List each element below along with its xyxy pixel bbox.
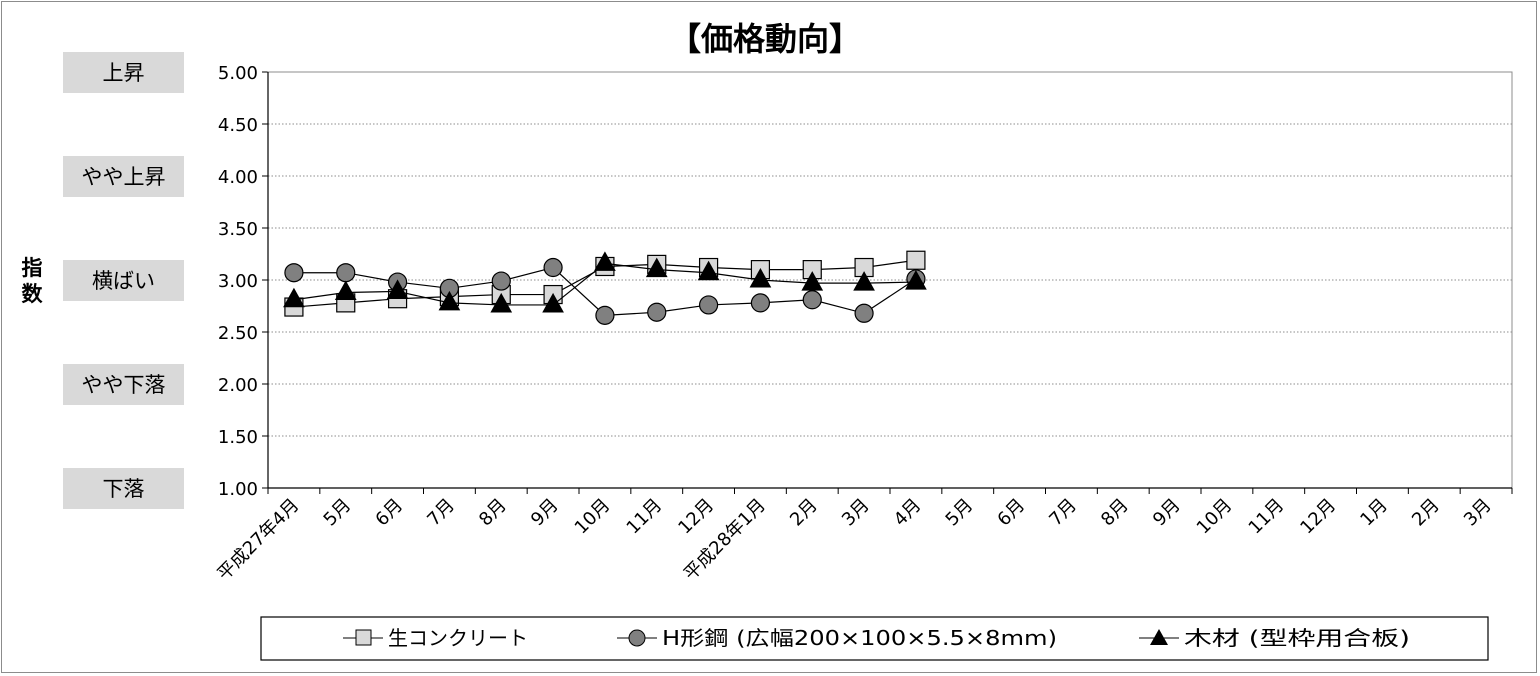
- x-tick-label: 8月: [475, 495, 511, 531]
- legend-label-timber: 木材 (型枠用合板): [1184, 626, 1410, 650]
- legend-marker-square: [355, 629, 372, 646]
- x-tick-label: 2月: [1408, 495, 1444, 531]
- data-point-triangle: [645, 257, 668, 278]
- y-tick-label: 3.00: [218, 271, 258, 292]
- axes: [267, 71, 1513, 494]
- x-tick-label: 8月: [1097, 495, 1133, 531]
- y-tick-label: 1.50: [218, 427, 258, 448]
- legend: 生コンクリート H形鋼 (広幅200×100×5.5×8mm) 木材 (型枠用合…: [260, 616, 1489, 661]
- data-point-triangle: [283, 287, 305, 308]
- legend-marker-circle: [628, 629, 646, 647]
- x-tick-label: 7月: [423, 495, 459, 531]
- data-point-square: [906, 250, 926, 270]
- level-label-box: [63, 468, 184, 509]
- chart-title: 【価格動向】: [669, 20, 861, 58]
- data-point-triangle: [697, 260, 720, 281]
- data-point-circle: [284, 263, 304, 283]
- y-axis-label-group: 指数: [22, 256, 44, 306]
- x-tick-label: 5月: [942, 495, 978, 531]
- data-point-circle: [491, 271, 511, 291]
- data-point-triangle: [594, 251, 616, 271]
- data-point-circle: [543, 257, 563, 278]
- y-axis-label-char: 数: [22, 282, 44, 306]
- level-label-box: [63, 52, 184, 93]
- x-tick-label: 3月: [1460, 495, 1496, 531]
- x-tick-label: 1月: [1356, 495, 1392, 531]
- legend-box: [260, 616, 1489, 661]
- y-axis-label-char: 指: [22, 256, 43, 280]
- data-point-circle: [595, 305, 615, 325]
- x-tick-label: 6月: [993, 495, 1029, 531]
- x-tick-label: 6月: [371, 495, 407, 531]
- x-tick-label: 5月: [320, 495, 356, 531]
- x-tick-label: 12月: [1296, 495, 1340, 539]
- x-tick-label: 4月: [890, 495, 926, 531]
- x-tick-label: 3月: [838, 495, 874, 531]
- data-point-triangle: [490, 292, 513, 313]
- level-label: 横ばい: [92, 269, 155, 293]
- y-tick-label: 2.50: [218, 323, 258, 344]
- level-label-box: [63, 260, 184, 301]
- y-tick-label: 5.00: [218, 63, 258, 84]
- data-point-triangle: [386, 279, 409, 299]
- data-point-triangle: [542, 292, 564, 313]
- data-point-triangle: [749, 267, 772, 288]
- level-label: 上昇: [103, 61, 145, 85]
- level-label: やや上昇: [82, 165, 166, 189]
- x-tick-label: 平成27年4月: [213, 495, 303, 585]
- data-point-triangle: [438, 290, 461, 311]
- chart-title-group: 【価格動向】: [669, 20, 861, 58]
- y-tick-labels: 1.00 1.50 2.00 2.50 3.00 3.50 4.00 4.50 5.00: [218, 63, 258, 500]
- level-label-box: [63, 364, 184, 405]
- data-point-circle: [336, 263, 356, 283]
- level-label: やや下落: [82, 373, 166, 397]
- x-tick-label: 10月: [1193, 495, 1237, 539]
- x-tick-label: 9月: [527, 495, 563, 531]
- data-point-circle: [647, 302, 667, 322]
- y-tick-label: 4.00: [218, 167, 258, 188]
- data-point-circle: [750, 293, 771, 313]
- level-label: 下落: [103, 477, 145, 501]
- data-point-triangle: [801, 271, 824, 291]
- x-tick-label: 7月: [1045, 495, 1081, 531]
- level-label-box: [63, 156, 184, 197]
- data-point-circle: [698, 295, 719, 315]
- series: [283, 250, 927, 325]
- legend-label-concrete: 生コンクリート: [388, 626, 528, 650]
- x-tick-label: 11月: [623, 495, 667, 539]
- y-tick-label: 3.50: [218, 219, 258, 240]
- legend-label-h-steel: H形鋼 (広幅200×100×5.5×8mm): [662, 626, 1057, 650]
- data-point-triangle: [853, 271, 875, 291]
- y-tick-label: 4.50: [218, 115, 258, 136]
- y-tick-label: 1.00: [218, 479, 258, 500]
- x-tick-label: 2月: [786, 495, 822, 531]
- y-tick-label: 2.00: [218, 375, 258, 396]
- data-point-triangle: [905, 270, 927, 290]
- x-tick-label: 9月: [1149, 495, 1185, 531]
- x-tick-label: 10月: [571, 495, 615, 539]
- data-point-circle: [854, 303, 874, 323]
- legend-marker-triangle: [1150, 629, 1168, 645]
- x-tick-label: 11月: [1245, 495, 1289, 539]
- data-point-circle: [802, 290, 822, 310]
- data-point-triangle: [334, 280, 357, 300]
- x-tick-label: 12月: [674, 495, 718, 539]
